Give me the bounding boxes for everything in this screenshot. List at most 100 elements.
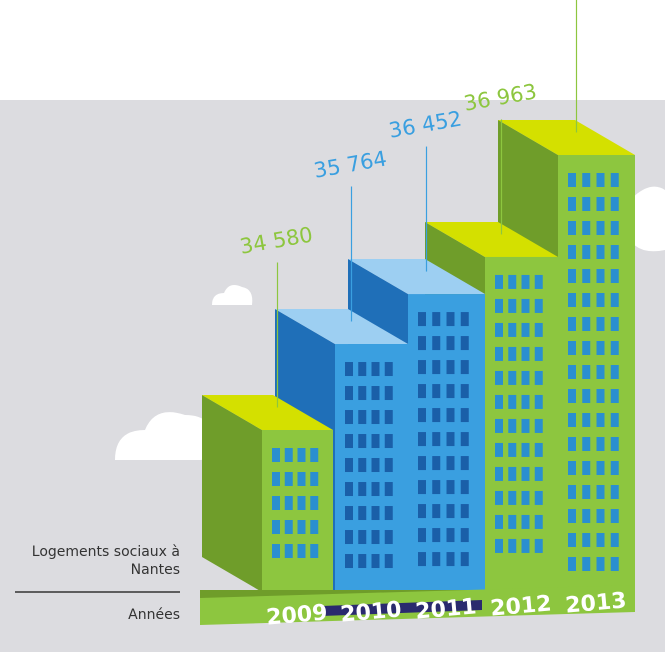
window: [508, 490, 517, 505]
window: [610, 269, 619, 283]
window: [371, 506, 380, 521]
x-tick-label: 2011: [414, 594, 477, 624]
window: [446, 336, 455, 351]
window: [610, 557, 619, 571]
window: [521, 370, 530, 385]
window: [521, 298, 530, 313]
x-tick-label: 2010: [339, 597, 402, 627]
window: [521, 394, 530, 409]
window: [310, 544, 319, 558]
window: [596, 317, 605, 331]
window: [568, 437, 576, 451]
window: [418, 456, 426, 471]
window: [596, 533, 605, 547]
window: [432, 360, 441, 375]
window: [568, 293, 576, 307]
window: [596, 437, 605, 451]
window: [495, 370, 503, 385]
window: [418, 408, 426, 423]
window: [297, 544, 306, 558]
window: [508, 370, 517, 385]
window: [446, 360, 455, 375]
window: [582, 389, 591, 403]
window: [432, 528, 441, 543]
window: [508, 274, 517, 289]
window: [284, 472, 293, 486]
window: [272, 544, 280, 558]
window: [582, 509, 591, 523]
window: [534, 298, 543, 313]
window: [508, 538, 517, 553]
window: [384, 482, 393, 497]
window: [446, 504, 455, 519]
window: [345, 554, 353, 569]
window: [508, 394, 517, 409]
window: [418, 312, 426, 327]
window: [418, 528, 426, 543]
window: [418, 480, 426, 495]
window: [446, 480, 455, 495]
window: [534, 490, 543, 505]
window: [610, 365, 619, 379]
window: [568, 413, 576, 427]
window: [297, 496, 306, 510]
window: [534, 538, 543, 553]
window: [432, 432, 441, 447]
window: [460, 384, 469, 399]
window: [358, 410, 367, 425]
window: [610, 413, 619, 427]
window: [358, 362, 367, 377]
window: [534, 442, 543, 457]
window: [384, 386, 393, 401]
window: [610, 461, 619, 475]
window: [446, 456, 455, 471]
window: [508, 514, 517, 529]
window: [610, 317, 619, 331]
window: [418, 552, 426, 567]
window: [568, 221, 576, 235]
window: [358, 434, 367, 449]
window: [310, 520, 319, 534]
window: [508, 418, 517, 433]
window: [358, 506, 367, 521]
window: [460, 528, 469, 543]
window: [596, 485, 605, 499]
base-shadow: [322, 600, 482, 616]
window: [534, 274, 543, 289]
window: [534, 466, 543, 481]
window: [582, 293, 591, 307]
window: [582, 461, 591, 475]
window: [495, 490, 503, 505]
window: [418, 336, 426, 351]
window: [384, 362, 393, 377]
window: [310, 472, 319, 486]
window: [582, 365, 591, 379]
window: [596, 509, 605, 523]
window: [345, 362, 353, 377]
x-tick-label: 2013: [564, 588, 627, 618]
x-tick-label: 2009: [265, 600, 328, 630]
window: [534, 394, 543, 409]
window: [460, 552, 469, 567]
window: [272, 448, 280, 462]
window: [610, 485, 619, 499]
window: [371, 410, 380, 425]
window: [610, 293, 619, 307]
window: [521, 322, 530, 337]
window: [384, 554, 393, 569]
window: [521, 418, 530, 433]
window: [446, 312, 455, 327]
window: [284, 544, 293, 558]
window: [596, 365, 605, 379]
window: [384, 506, 393, 521]
window: [582, 269, 591, 283]
window: [310, 448, 319, 462]
window: [358, 530, 367, 545]
cloud: [115, 412, 215, 460]
window: [384, 434, 393, 449]
window: [521, 274, 530, 289]
window: [596, 293, 605, 307]
window: [568, 341, 576, 355]
